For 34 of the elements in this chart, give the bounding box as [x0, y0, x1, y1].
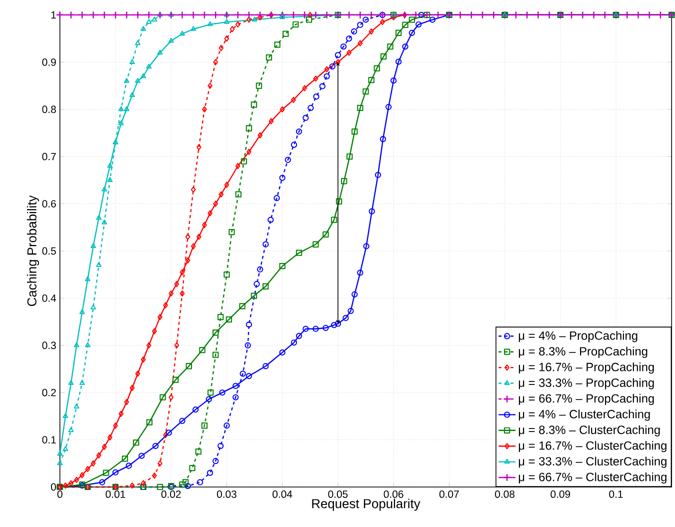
y-tick-label: 0.4: [42, 294, 56, 302]
x-tick-label: 0: [57, 490, 62, 498]
legend-label: μ = 16.7% – ClusterCaching: [518, 441, 666, 452]
x-tick-label: 0.02: [161, 490, 181, 498]
y-tick-label: 0.8: [42, 106, 56, 114]
y-axis-title: Caching Probability: [26, 195, 40, 306]
legend-label: μ = 66.7% – PropCaching: [518, 394, 654, 406]
legend-label: μ = 66.7% – ClusterCaching: [518, 472, 666, 484]
x-tick-label: 0.09: [550, 490, 570, 498]
legend-label: μ = 33.3% – PropCaching: [518, 378, 654, 390]
x-axis-title: Request Popularity: [312, 498, 420, 511]
x-tick-label: 0.03: [216, 490, 236, 498]
y-tick-label: 0.3: [42, 342, 56, 350]
x-tick-label: 0.01: [106, 490, 126, 498]
x-tick-label: 0.1: [609, 490, 623, 498]
legend-label: μ = 4% – ClusterCaching: [518, 410, 650, 421]
x-tick-label: 0.06: [384, 490, 404, 498]
y-tick-label: 0.6: [42, 200, 56, 208]
legend-label: μ = 8.3% – PropCaching: [518, 346, 648, 358]
x-tick-label: 0.05: [328, 490, 348, 498]
legend-label: μ = 33.3% – ClusterCaching: [518, 456, 666, 468]
y-tick-label: 0.2: [42, 388, 56, 396]
x-tick-label: 0.08: [495, 490, 514, 498]
legend-label: μ = 4% – PropCaching: [518, 331, 638, 342]
y-tick-label: 1: [51, 11, 56, 19]
x-tick-label: 0.07: [439, 490, 459, 498]
y-tick-label: 0.7: [42, 152, 56, 160]
legend-label: μ = 8.3% – ClusterCaching: [518, 425, 660, 436]
y-tick-label: 0.9: [42, 58, 56, 66]
legend-label: μ = 16.7% – PropCaching: [518, 362, 654, 374]
y-tick-label: 0: [50, 483, 56, 491]
y-tick-label: 0.5: [42, 247, 56, 255]
x-tick-label: 0.04: [272, 490, 292, 498]
y-tick-label: 0.1: [42, 436, 56, 444]
